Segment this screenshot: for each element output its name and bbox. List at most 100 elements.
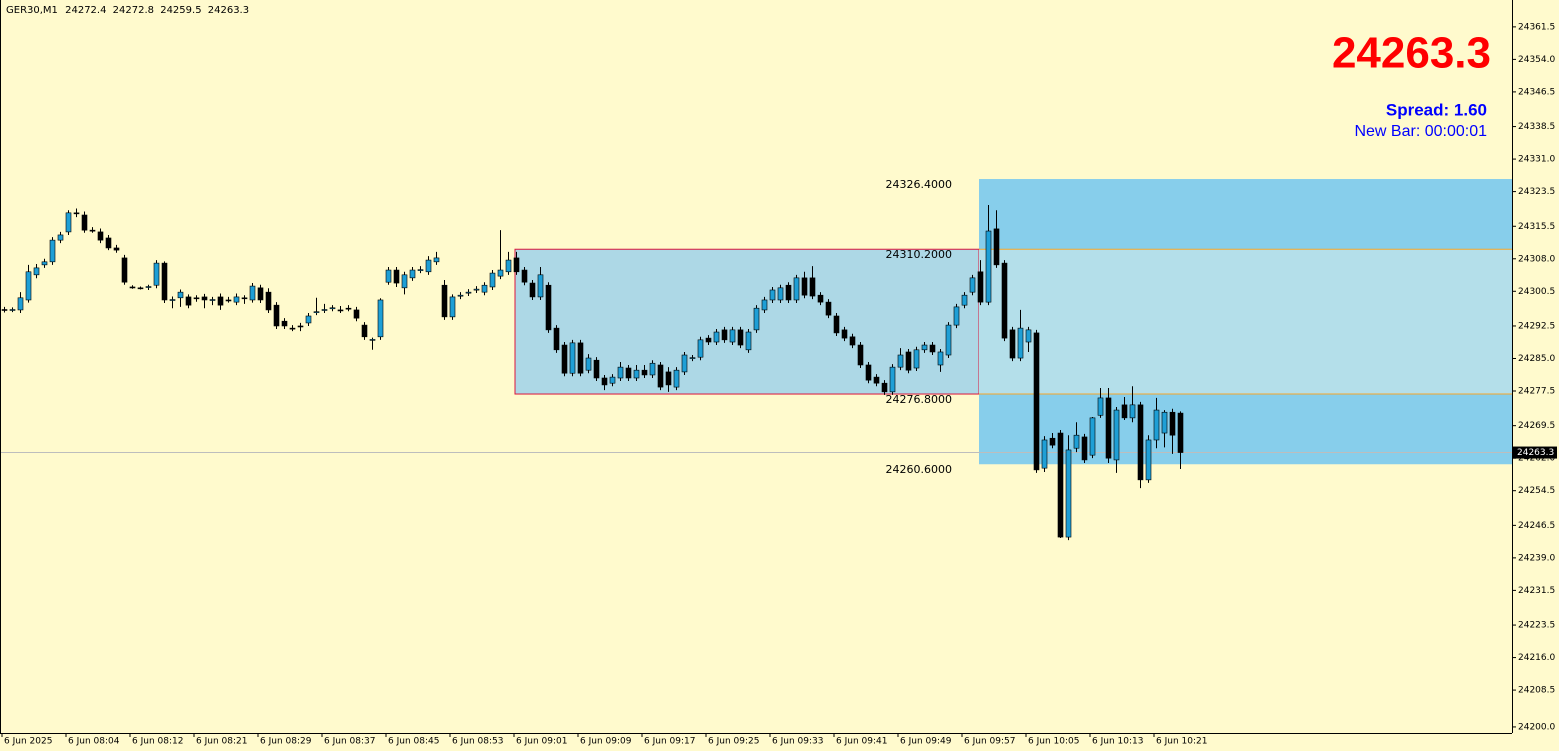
candle-body [1145, 439, 1152, 481]
x-tick-label: 6 Jun 09:01 [516, 737, 567, 747]
candle-body [625, 367, 632, 379]
candle-body [689, 357, 696, 359]
candle-body [1161, 411, 1168, 434]
candle-body [313, 311, 320, 313]
candle-body [809, 277, 816, 297]
candle-body [41, 261, 48, 266]
candle-body [433, 257, 440, 263]
candle-body [1057, 432, 1064, 538]
candle-body [89, 229, 96, 232]
candle-body [1001, 262, 1008, 339]
candle-body [393, 269, 400, 284]
candle-body [593, 359, 600, 379]
candle-body [185, 296, 192, 306]
candle-body [457, 294, 464, 297]
candle-body [249, 285, 256, 301]
last-high: 24272.8 [113, 5, 154, 16]
price-tag [1513, 446, 1557, 459]
candle-body [169, 299, 176, 301]
candle-body [905, 351, 912, 371]
x-tick-label: 6 Jun 10:05 [1028, 737, 1079, 747]
candle-body [897, 354, 904, 368]
candle-body [505, 259, 512, 273]
candle-body [665, 371, 672, 386]
y-tick-label: 24208.5 [1518, 686, 1555, 696]
candle-body [657, 364, 664, 388]
candle-body [577, 342, 584, 374]
level-label: 24326.4000 [886, 178, 952, 191]
candle-body [945, 324, 952, 356]
candle-body [385, 269, 392, 283]
candle-body [1017, 327, 1024, 359]
candle-body [865, 364, 872, 381]
candle-body [1089, 417, 1096, 456]
candle-body [481, 284, 488, 293]
zone-extension [979, 249, 1512, 395]
candle-body [545, 284, 552, 331]
candle-body [841, 329, 848, 339]
candle-body [745, 331, 752, 351]
candle-body [817, 294, 824, 303]
y-tick-label: 24292.5 [1518, 321, 1555, 331]
y-tick-label: 24346.5 [1518, 87, 1555, 97]
candle-body [1009, 329, 1016, 359]
candle-body [337, 309, 344, 312]
candle-body [569, 342, 576, 374]
y-tick-label: 24246.5 [1518, 521, 1555, 531]
x-tick-label: 6 Jun 09:25 [708, 737, 759, 747]
candle-body [137, 287, 144, 290]
level-label: 24276.8000 [886, 393, 952, 406]
candle-body [713, 331, 720, 343]
new-bar: New Bar: 00:00:01 [1354, 123, 1487, 140]
candle-body [113, 247, 120, 251]
candle-body [105, 237, 112, 249]
candle-body [1033, 332, 1040, 471]
candle-body [273, 304, 280, 327]
candle-body [1105, 397, 1112, 459]
candle-body [777, 287, 784, 301]
price-tag-label: 24263.3 [1517, 448, 1554, 458]
y-tick-label: 24315.5 [1518, 222, 1555, 232]
candle-body [257, 287, 264, 301]
candle-body [1177, 412, 1184, 453]
candle-body [145, 286, 152, 288]
candle-body [449, 296, 456, 318]
candle-body [1097, 397, 1104, 416]
candle-body [617, 366, 624, 379]
candle-body [281, 320, 288, 327]
spread: Spread: 1.60 [1386, 100, 1487, 119]
x-tick-label: 6 Jun 10:13 [1092, 737, 1143, 747]
candle-body [1041, 439, 1048, 469]
y-tick-label: 24361.5 [1518, 22, 1555, 32]
last-low: 24259.5 [160, 5, 201, 16]
candle-body [873, 376, 880, 384]
header: GER30,M1 24272.4 24272.8 24259.5 24263.3 [6, 5, 249, 16]
candle-body [993, 228, 1000, 266]
candle-body [497, 269, 504, 277]
y-tick-label: 24323.5 [1518, 187, 1555, 197]
x-tick-label: 6 Jun 09:49 [900, 737, 952, 747]
candle-body [425, 259, 432, 273]
candle-body [177, 291, 184, 299]
candle-body [753, 307, 760, 331]
x-tick-label: 6 Jun 08:12 [132, 737, 183, 747]
x-tick-label: 6 Jun 08:29 [260, 737, 312, 747]
candle-body [529, 282, 536, 298]
candle-body [193, 297, 200, 300]
candle-body [1049, 437, 1056, 446]
candle-body [929, 344, 936, 353]
candle-body [121, 257, 128, 283]
candle-body [849, 336, 856, 346]
candle-body [33, 267, 40, 276]
x-tick-label: 6 Jun 08:37 [324, 737, 375, 747]
candle-body [297, 325, 304, 328]
candle-body [233, 296, 240, 303]
y-tick-label: 24277.5 [1518, 386, 1555, 396]
candle-body [609, 376, 616, 384]
x-tick-label: 6 Jun 08:53 [452, 737, 503, 747]
plot: 24326.4000 24310.2000 24276.8000 24260.6000 [0, 178, 1512, 541]
candle-body [721, 329, 728, 341]
candle-body [1081, 436, 1088, 461]
symbol: GER30,M1 [6, 5, 58, 16]
